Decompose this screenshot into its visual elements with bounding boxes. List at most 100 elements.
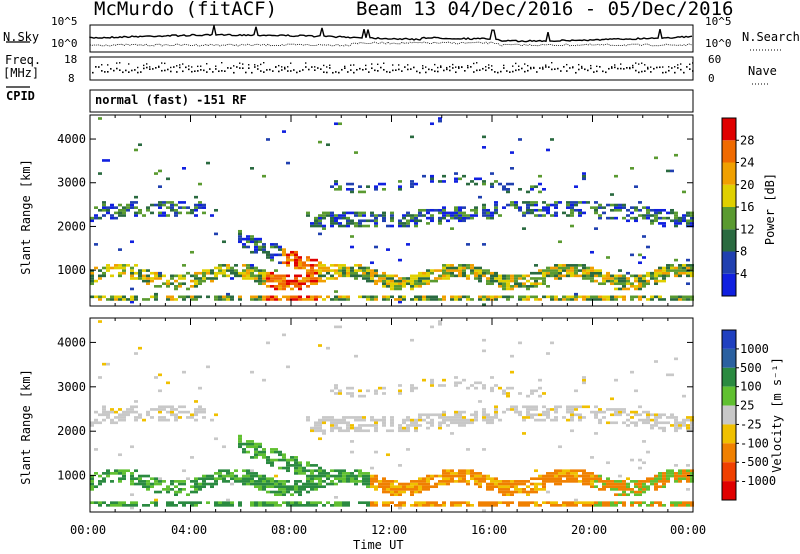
velocity-cell <box>394 493 398 497</box>
velocity-cell <box>482 509 486 512</box>
velocity-cell <box>498 482 502 486</box>
velocity-cell <box>254 504 258 507</box>
nave-dot <box>284 66 286 69</box>
velocity-cell <box>122 501 126 505</box>
power-colorbar-swatch <box>722 162 736 185</box>
power-cell <box>470 216 474 220</box>
power-cell <box>686 222 690 225</box>
nave-dot <box>530 66 532 69</box>
power-cell <box>90 295 94 299</box>
power-cell <box>306 295 310 299</box>
power-cell <box>298 274 302 278</box>
nave-dot <box>461 66 463 68</box>
power-cell <box>614 279 618 283</box>
nave-dot <box>689 63 691 65</box>
power-cell <box>150 277 154 280</box>
nave-dot <box>476 62 478 64</box>
power-cell <box>462 271 466 275</box>
velocity-cell <box>618 408 622 411</box>
velocity-cell <box>126 410 130 414</box>
power-cell <box>202 279 206 283</box>
velocity-cell <box>610 501 614 505</box>
power-cell <box>526 298 530 301</box>
power-cell <box>566 264 570 267</box>
power-cell <box>634 295 638 299</box>
power-cell <box>130 277 134 280</box>
velocity-cell <box>458 381 462 385</box>
velocity-cell <box>674 474 678 478</box>
velocity-cell <box>630 504 634 507</box>
velocity-cell <box>114 469 118 473</box>
velocity-cell <box>390 418 394 422</box>
velocity-cell <box>242 477 246 481</box>
power-cell <box>542 277 546 280</box>
velocity-cell <box>346 424 350 427</box>
power-cell <box>382 279 386 283</box>
velocity-cell <box>518 480 522 483</box>
power-cell <box>182 277 186 280</box>
freq-dot <box>317 67 319 69</box>
power-cell <box>534 203 538 207</box>
power-cell <box>482 135 486 139</box>
velocity-cell <box>526 394 530 398</box>
velocity-cell <box>474 413 478 417</box>
freq-dot <box>593 71 595 73</box>
freq-dot <box>530 67 532 70</box>
velocity-cell <box>622 490 626 494</box>
power-cell <box>446 266 450 270</box>
velocity-cell <box>170 408 174 411</box>
power-cell <box>614 295 618 299</box>
power-cell <box>630 298 634 301</box>
power-cell <box>682 269 686 272</box>
velocity-cell <box>574 477 578 481</box>
nave-dot <box>116 62 118 64</box>
power-cell <box>462 219 466 223</box>
power-cell <box>690 219 694 223</box>
power-cell <box>462 174 466 178</box>
velocity-cell <box>402 488 406 491</box>
velocity-cell <box>262 474 266 478</box>
velocity-cell <box>402 501 406 505</box>
freq-dot <box>419 71 421 74</box>
power-cell <box>458 295 462 299</box>
power-cell <box>626 277 630 280</box>
x-axis-label: Time UT <box>353 538 404 552</box>
power-cell <box>102 208 106 212</box>
power-cell <box>174 274 178 278</box>
power-cell <box>398 258 402 262</box>
nave-dot <box>128 63 130 65</box>
freq-dot <box>269 68 271 71</box>
velocity-cell <box>238 501 242 505</box>
power-cell <box>442 214 446 217</box>
velocity-cell <box>370 424 374 427</box>
power-cell <box>134 271 138 275</box>
nave-dot <box>473 62 475 65</box>
velocity-cell <box>170 405 174 409</box>
velocity-cell <box>662 429 666 433</box>
power-cell <box>570 203 574 207</box>
velocity-cell <box>346 421 350 425</box>
power-cell <box>170 298 174 301</box>
power-cell <box>286 282 290 286</box>
velocity-cell <box>522 504 526 507</box>
velocity-cell <box>482 349 486 353</box>
velocity-cell <box>482 477 486 481</box>
power-colorbar-label: 24 <box>740 156 754 170</box>
power-cell <box>386 248 390 251</box>
power-cell <box>522 298 526 301</box>
power-cell <box>586 298 590 301</box>
velocity-cell <box>94 418 98 422</box>
power-cell <box>210 214 214 217</box>
velocity-cell <box>474 386 478 390</box>
velocity-cell <box>510 405 514 409</box>
velocity-cell <box>542 482 546 486</box>
power-cell <box>566 269 570 272</box>
power-cell <box>482 295 486 299</box>
velocity-cell <box>122 504 126 507</box>
power-cell <box>294 256 298 259</box>
velocity-cell <box>334 424 338 427</box>
power-cell <box>454 295 458 299</box>
power-cell <box>558 269 562 272</box>
velocity-cell <box>498 501 502 505</box>
power-cell <box>510 285 514 288</box>
